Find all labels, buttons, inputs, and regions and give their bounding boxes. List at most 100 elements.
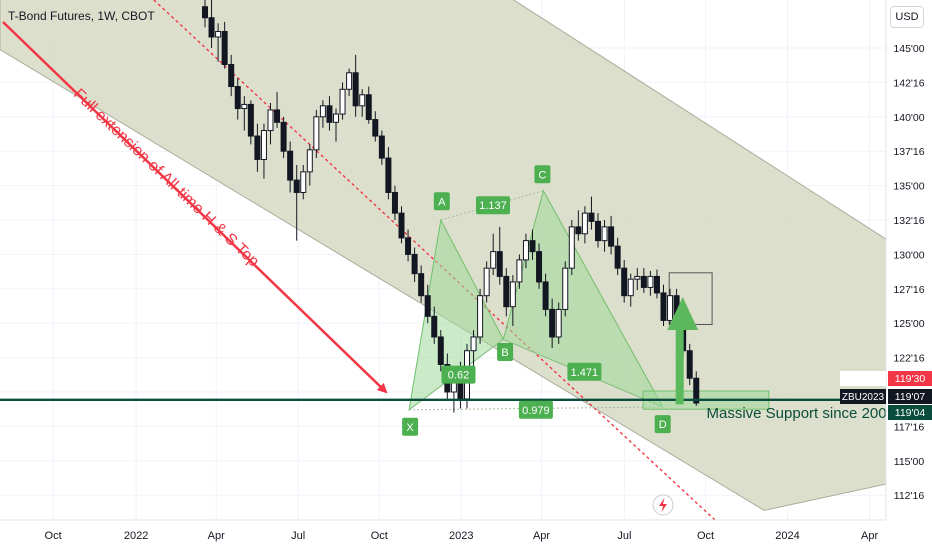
symbol-tag (840, 389, 886, 404)
time-axis-panel[interactable] (0, 520, 932, 550)
candle-body (660, 292, 667, 321)
y-tick-label: 135'00 (893, 181, 924, 193)
candle-body (555, 308, 562, 338)
candle-body (352, 72, 359, 107)
candle-body (319, 105, 326, 118)
candle-body (267, 109, 274, 132)
candle-body (208, 17, 215, 38)
candle-body (359, 94, 366, 107)
price-tag-green (888, 405, 932, 420)
candle-body (372, 119, 379, 137)
candle-body (490, 251, 497, 269)
candle-body (562, 267, 569, 310)
currency-button[interactable]: USD (890, 6, 924, 28)
candle-body (640, 275, 647, 288)
candle-body (247, 103, 254, 137)
candle-body (431, 315, 438, 338)
harmonic-labels: X A B C D (402, 165, 671, 436)
x-tick-label: 2024 (775, 530, 799, 542)
pattern-point-label: B (501, 347, 508, 359)
candle-body (667, 295, 674, 321)
candle-body (608, 226, 615, 247)
price-axis-panel[interactable] (886, 0, 932, 550)
ratio-label: 1.137 (479, 200, 507, 212)
candle-body (503, 275, 510, 308)
pattern-point-label: C (538, 169, 546, 181)
x-tick-label: Jul (617, 530, 631, 542)
y-tick-label: 117'16 (894, 421, 925, 433)
candle-body (627, 278, 634, 297)
current-price-tag (888, 389, 932, 404)
pattern-point-label: A (438, 196, 446, 208)
candle-body (549, 308, 556, 338)
harmonic-ratio-labels: 0.62 1.137 1.471 0.979 (441, 196, 602, 419)
candle-body (542, 281, 549, 310)
ratio-label: 0.62 (448, 370, 469, 382)
symbol-title: T-Bond Futures, 1W, CBOT (8, 9, 155, 23)
y-tick-label: 137'16 (893, 146, 924, 158)
x-tick-label: Oct (697, 530, 714, 542)
y-tick-label: 132'16 (893, 215, 924, 227)
candle-body (300, 171, 307, 193)
channel-midline (153, 0, 716, 521)
pattern-point-label: D (659, 419, 667, 431)
y-tick-label: 145'00 (893, 43, 924, 55)
candle-body (405, 237, 412, 255)
candle-body (595, 220, 601, 242)
time-axis-ticks: Oct 2022 Apr Jul Oct 2023 Apr Jul Oct 2024 Apr (45, 530, 879, 542)
x-tick-label: 2022 (124, 530, 148, 542)
y-tick-label: 115'00 (894, 456, 925, 468)
candle-body (568, 226, 575, 269)
candle-body (653, 275, 660, 294)
candle-body (634, 275, 641, 280)
price-tags: 119'30 ZBU2023 119'07 119'04 (840, 371, 932, 420)
price-tag-red (888, 371, 932, 386)
candle-body (477, 295, 484, 338)
candle-body (614, 245, 621, 269)
candle-body (228, 64, 235, 88)
candle-body (365, 94, 372, 121)
price-tag-green-text: 119'04 (895, 407, 926, 419)
ratio-dashed-line (503, 338, 663, 408)
candle-body (621, 267, 628, 297)
candle-body (385, 157, 392, 193)
ratio-label: 1.471 (571, 367, 599, 379)
candle-body (529, 240, 536, 253)
candle-body (575, 226, 582, 235)
support-annotation: Massive Support since 2000 (707, 405, 895, 422)
candle-body (241, 103, 248, 110)
candle-body (509, 281, 516, 308)
annotation-arrow (2, 21, 388, 394)
candle-body (411, 253, 418, 275)
candle-body (391, 191, 398, 214)
candle-body (280, 121, 287, 152)
ratio-label-bg (476, 196, 510, 215)
candle-body (693, 377, 700, 404)
x-tick-label: Oct (45, 530, 62, 542)
candle-body (234, 86, 241, 110)
price-axis-ticks: 112'16115'00117'16120'00122'16125'00127'… (893, 43, 924, 502)
candle-body (260, 130, 267, 160)
candle-body (339, 88, 346, 115)
candle-body (274, 109, 281, 123)
x-tick-label: 2023 (449, 530, 473, 542)
candle-body (647, 275, 654, 288)
ratio-label-bg (518, 400, 553, 419)
candle-body (516, 259, 523, 283)
candle-body (326, 105, 333, 123)
candle-body (496, 251, 503, 277)
up-arrow-shaft (675, 327, 684, 405)
lightning-icon[interactable] (652, 494, 674, 516)
y-tick-label: 112'16 (894, 490, 925, 502)
candle-body (333, 113, 339, 123)
ratio-label: 0.979 (522, 405, 550, 417)
pattern-point-bg (654, 415, 671, 434)
pattern-point-bg (497, 343, 514, 361)
candle-body (313, 116, 320, 151)
symbol-tag-text: ZBU2023 (842, 392, 885, 403)
price-tag-red-bg-pad (840, 371, 886, 386)
x-tick-label: Oct (371, 530, 388, 542)
candle-body (581, 212, 588, 235)
